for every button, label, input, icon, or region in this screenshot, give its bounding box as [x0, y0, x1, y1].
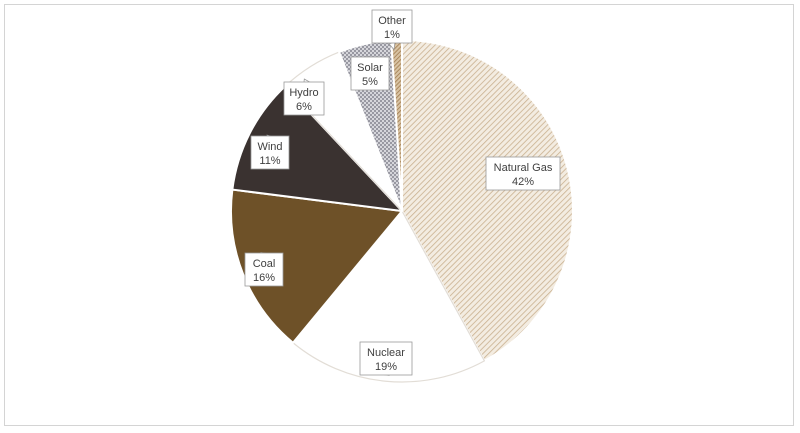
pie-slice-coal: [230, 188, 403, 344]
callout-box: [485, 156, 561, 191]
callout-box: [350, 56, 390, 91]
slice-name-label: Wind: [257, 141, 282, 153]
data-label-wind: Wind 11%: [250, 134, 290, 170]
pie-slice-wind: [231, 85, 403, 212]
slice-percent-label: 11%: [259, 155, 280, 167]
callout-box: [359, 341, 413, 376]
slice-percent-label: 6%: [296, 101, 312, 113]
slice-percent-label: 5%: [362, 76, 378, 88]
slice-percent-label: 1%: [384, 29, 400, 41]
slice-name-label: Other: [378, 15, 406, 27]
data-label-coal: Coal 16%: [244, 252, 284, 287]
callout-box: [244, 252, 284, 287]
chart-area: Natural Gas 42% Nuclear 19% Coal 16% Wind 11% Hy…: [4, 4, 794, 426]
pie-slice-nuclear: [292, 210, 485, 383]
data-label-solar: Solar 5%: [350, 56, 390, 91]
data-label-hydro: Hydro 6%: [283, 78, 325, 116]
slice-name-label: Solar: [357, 62, 383, 74]
callout-box: [283, 81, 325, 116]
slice-name-label: Hydro: [289, 87, 318, 99]
slice-percent-label: 42%: [512, 176, 534, 188]
pie-slice-natural-gas: [401, 39, 575, 362]
callout-box: [371, 9, 413, 44]
slice-name-label: Coal: [253, 258, 276, 270]
slice-percent-label: 19%: [375, 361, 397, 373]
slice-name-label: Nuclear: [367, 347, 405, 359]
pie-chart: Natural Gas 42% Nuclear 19% Coal 16% Wind 11% Hy…: [230, 9, 575, 383]
data-label-nuclear: Nuclear 19%: [359, 341, 413, 376]
slice-name-label: Natural Gas: [494, 162, 553, 174]
data-label-natural-gas: Natural Gas 42%: [485, 156, 561, 191]
data-label-other: Other 1%: [371, 9, 413, 51]
slice-percent-label: 16%: [253, 272, 275, 284]
callout-box: [250, 135, 290, 170]
